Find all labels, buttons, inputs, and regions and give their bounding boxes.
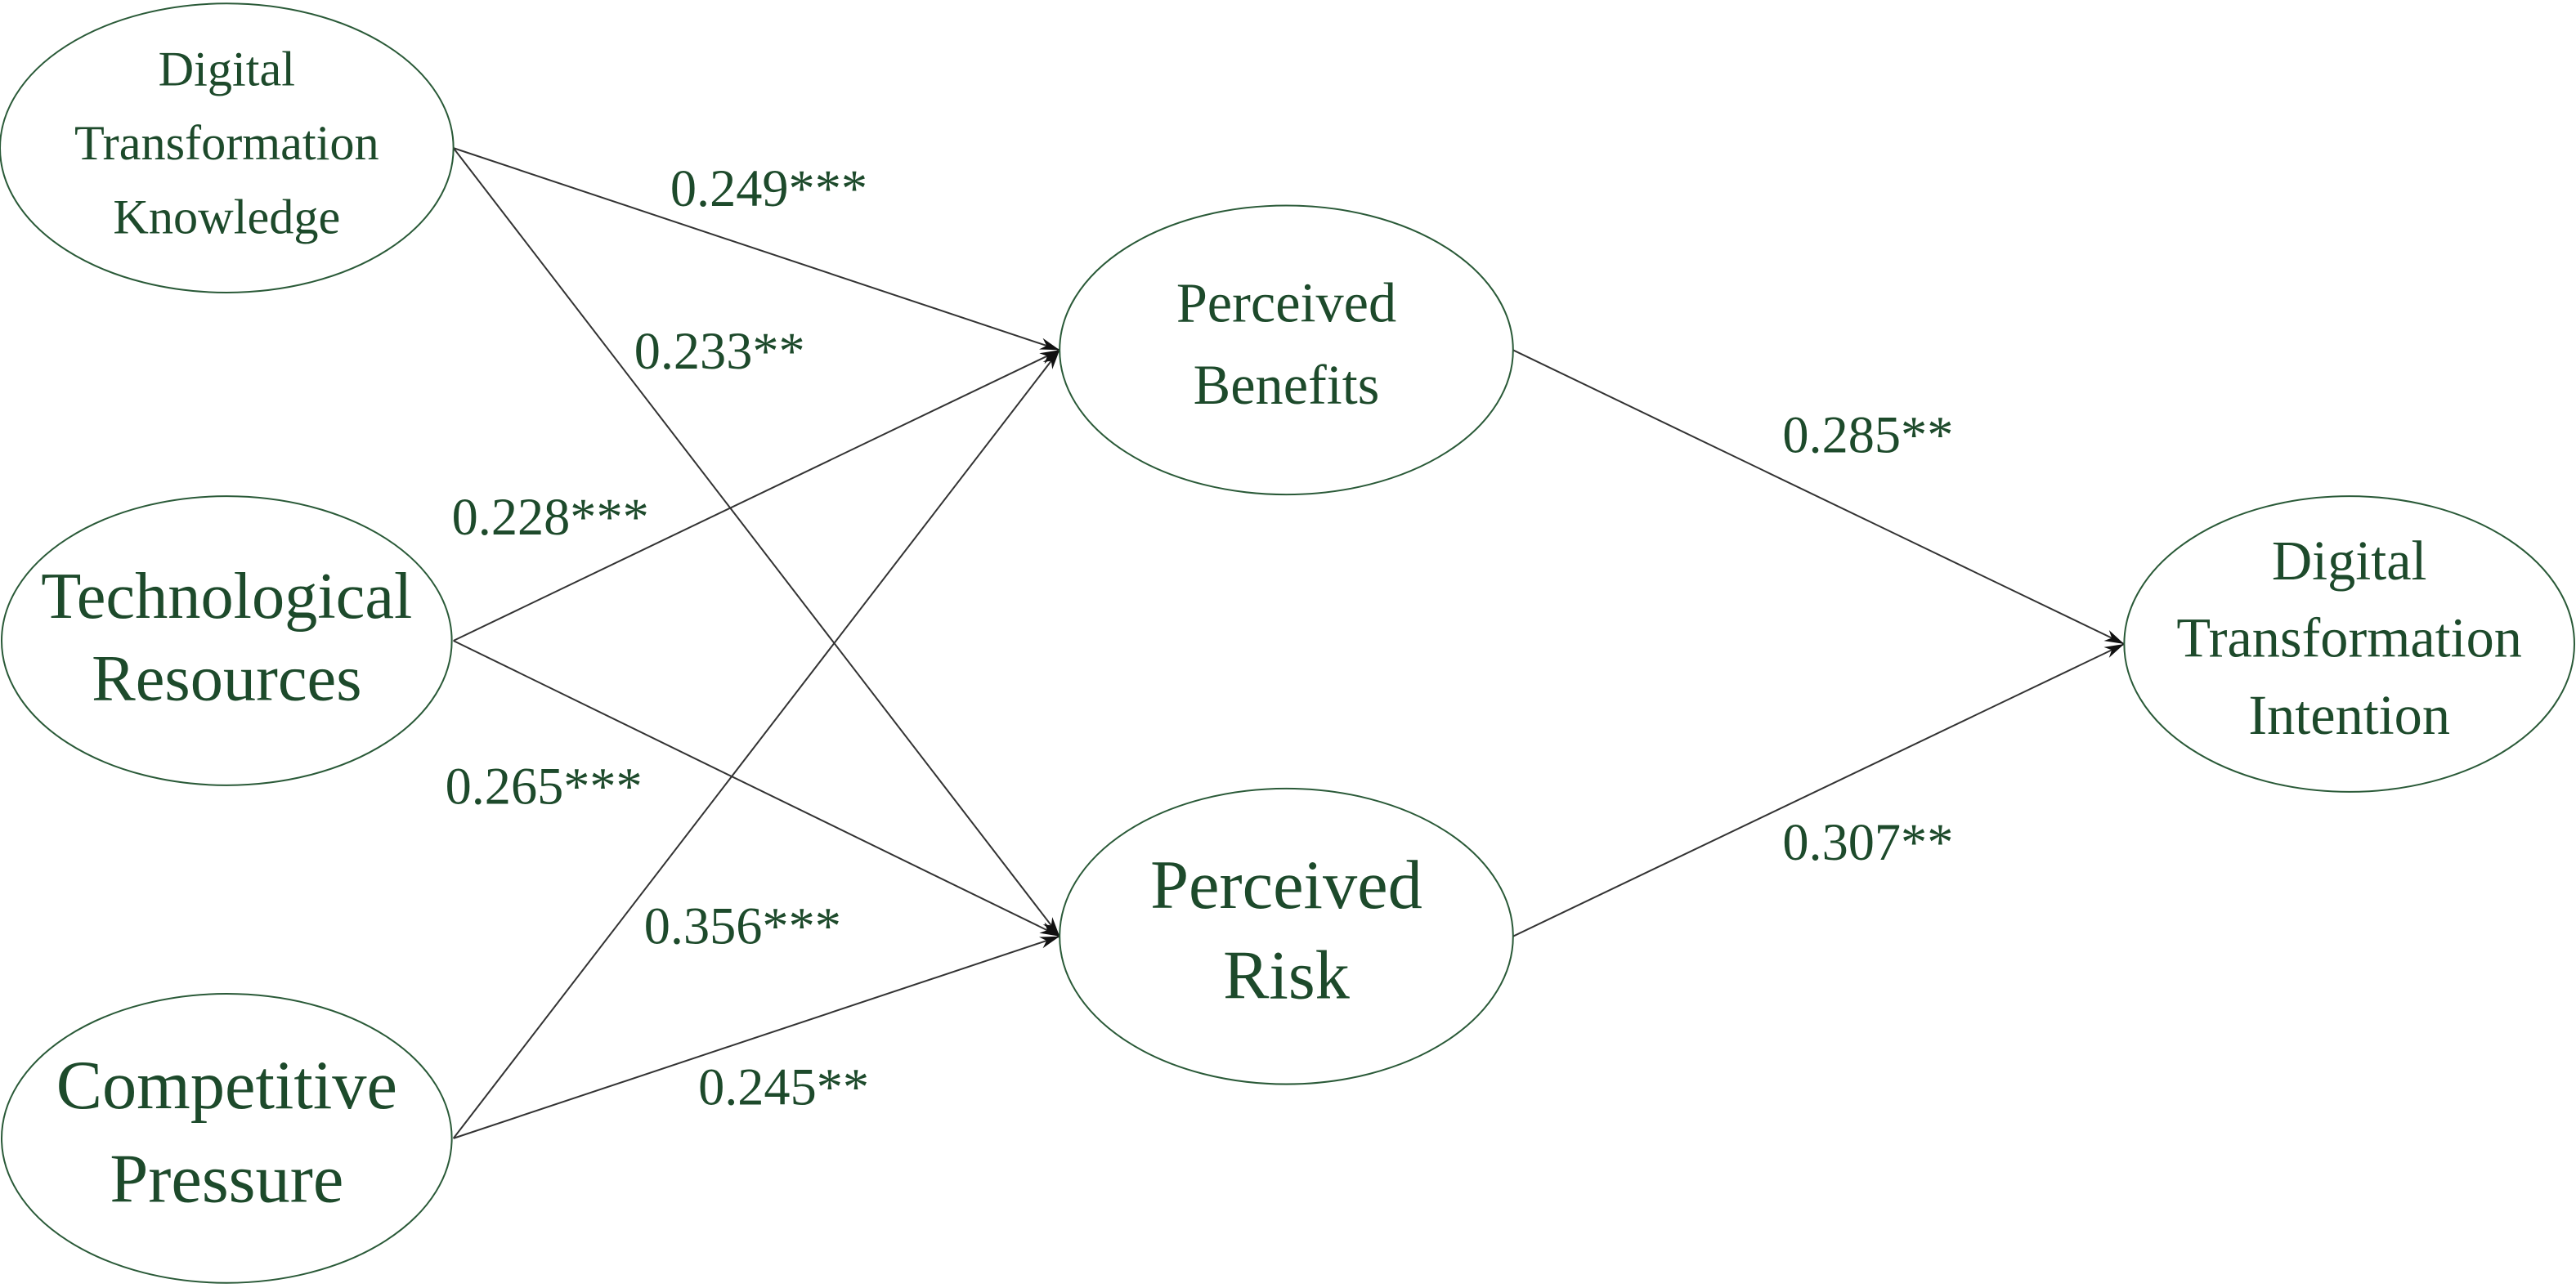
node-ellipse bbox=[1, 993, 453, 1284]
node-label: Risk bbox=[1223, 937, 1351, 1013]
edge-line bbox=[453, 935, 1060, 1139]
node-label: Competitive bbox=[56, 1048, 397, 1124]
edge-label: 0.228*** bbox=[452, 488, 649, 546]
node-label: Intention bbox=[2248, 684, 2450, 746]
edge-line bbox=[452, 349, 1060, 1139]
node-label: Resources bbox=[92, 642, 361, 715]
edge-label: 0.356*** bbox=[644, 897, 841, 955]
edge-labels: 0.249*** 0.233** 0.228*** 0.265*** 0.356… bbox=[446, 159, 1954, 1116]
edge-label: 0.249*** bbox=[670, 159, 867, 217]
node-label: Perceived bbox=[1150, 847, 1422, 924]
node-label: Benefits bbox=[1194, 354, 1380, 416]
node-label: Digital bbox=[2272, 530, 2427, 592]
edge-line bbox=[453, 349, 1060, 642]
edge-label: 0.233** bbox=[634, 322, 805, 380]
node-label: Transformation bbox=[74, 116, 379, 171]
edge-line bbox=[453, 147, 1060, 351]
edge-line bbox=[1512, 643, 2125, 937]
edge-label: 0.265*** bbox=[446, 758, 643, 816]
node-label: Transformation bbox=[2176, 607, 2522, 669]
edge-line bbox=[1512, 349, 2125, 645]
node-ellipse bbox=[2123, 495, 2575, 793]
edge-label: 0.245** bbox=[698, 1058, 869, 1116]
node-ellipse bbox=[1059, 787, 1514, 1085]
edges bbox=[452, 147, 2125, 1139]
node-label: Digital bbox=[159, 42, 295, 97]
edge-line bbox=[452, 147, 1060, 937]
node-ellipse bbox=[1059, 204, 1514, 496]
node-ellipse bbox=[0, 2, 455, 293]
node-label: Perceived bbox=[1176, 272, 1396, 334]
edge-line bbox=[453, 640, 1060, 937]
node-label: Knowledge bbox=[113, 190, 340, 244]
edge-label: 0.307** bbox=[1782, 813, 1953, 871]
node-ellipse bbox=[1, 495, 453, 786]
node-label: Pressure bbox=[110, 1142, 343, 1218]
edge-label: 0.285** bbox=[1782, 406, 1953, 464]
node-label: Technological bbox=[41, 560, 412, 633]
